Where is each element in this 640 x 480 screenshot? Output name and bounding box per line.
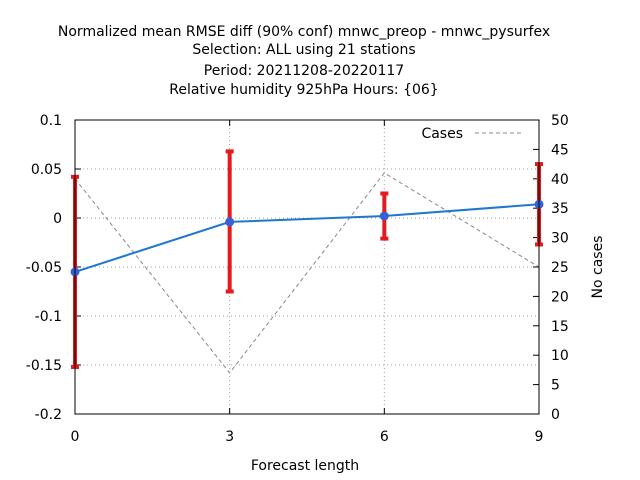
right-axis-label: No cases [590, 236, 606, 299]
rmse-diff-point [379, 211, 389, 221]
left-tick-label: 0.05 [31, 162, 62, 178]
right-tick-label: 35 [551, 201, 569, 217]
left-tick-label: -0.05 [26, 260, 62, 276]
right-tick-label: 30 [551, 231, 569, 247]
x-tick-label: 9 [535, 429, 544, 445]
right-axis-ticks: 0 5 10 15 20 25 30 35 40 45 50 [533, 113, 569, 423]
title-line-2: Selection: ALL using 21 stations [192, 42, 415, 58]
right-tick-label: 45 [551, 142, 569, 158]
cases-line [74, 172, 540, 374]
left-tick-label: 0.1 [40, 113, 62, 129]
left-tick-label: -0.2 [35, 407, 62, 423]
right-tick-label: 10 [551, 348, 569, 364]
left-tick-label: -0.15 [26, 358, 62, 374]
rmse-diff-series [70, 199, 544, 277]
right-tick-label: 15 [551, 319, 569, 335]
title-line-4: Relative humidity 925hPa Hours: {06} [169, 82, 438, 98]
rmse-diff-line [74, 203, 540, 273]
left-tick-label: -0.1 [35, 309, 62, 325]
left-tick-label: 0 [53, 211, 62, 227]
right-tick-label: 25 [551, 260, 569, 276]
right-tick-label: 40 [551, 172, 569, 188]
left-axis-ticks: -0.2 -0.15 -0.1 -0.05 0 0.05 0.1 [26, 113, 81, 423]
rmse-diff-point [225, 217, 235, 227]
x-axis-label: Forecast length [251, 458, 359, 474]
cases-series [74, 172, 540, 374]
chart-title: Normalized mean RMSE diff (90% conf) mnw… [58, 24, 550, 98]
x-tick-label: 0 [71, 429, 80, 445]
title-line-1: Normalized mean RMSE diff (90% conf) mnw… [58, 24, 550, 40]
right-tick-label: 20 [551, 289, 569, 305]
right-tick-label: 0 [551, 407, 560, 423]
right-tick-label: 50 [551, 113, 569, 129]
plot-frame [74, 119, 540, 415]
right-tick-label: 5 [551, 378, 560, 394]
gridlines [75, 120, 539, 414]
title-line-3: Period: 20211208-20220117 [204, 63, 404, 79]
legend: Cases [421, 126, 522, 142]
x-tick-label: 6 [380, 429, 389, 445]
legend-label-cases: Cases [421, 126, 463, 142]
x-tick-label: 3 [225, 429, 234, 445]
error-bars [71, 149, 543, 369]
